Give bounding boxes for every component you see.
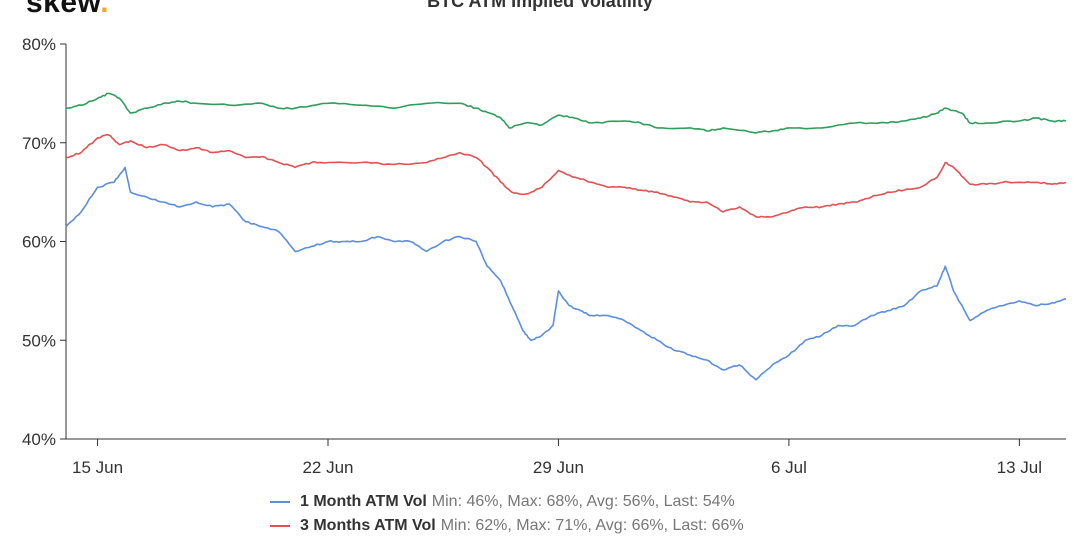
brand-logo: skew. [26, 0, 109, 20]
y-tick-label: 40% [22, 430, 56, 449]
brand-dot: . [100, 0, 110, 19]
series-line-third [65, 92, 1067, 134]
chart-axes: 40% 50% 60% 70% 80% 15 Jun 22 Jun 29 Jun 6 Jul 13… [22, 35, 1066, 477]
chart-title: BTC ATM Implied Volatility [427, 0, 653, 11]
series-line-1-month [65, 166, 1067, 381]
legend-stats-3-months: Min: 62%, Max: 71%, Avg: 66%, Last: 66% [440, 517, 744, 534]
x-tick-label: 6 Jul [771, 458, 807, 477]
legend-item-3-months[interactable]: 3 Months ATM Vol Min: 62%, Max: 71%, Avg… [270, 514, 744, 538]
y-tick-label: 70% [22, 134, 56, 153]
y-tick-label: 50% [22, 331, 56, 350]
legend-swatch-1-month [270, 501, 290, 503]
legend-name-1-month: 1 Month ATM Vol [300, 493, 427, 510]
x-tick-label: 29 Jun [533, 458, 584, 477]
y-tick-label: 80% [22, 35, 56, 54]
y-tick-label: 60% [22, 233, 56, 252]
legend-item-1-month[interactable]: 1 Month ATM Vol Min: 46%, Max: 68%, Avg:… [270, 490, 744, 514]
line-chart: 40% 50% 60% 70% 80% 15 Jun 22 Jun 29 Jun 6 Jul 13… [22, 35, 1067, 477]
brand-text: skew [26, 0, 101, 19]
legend-swatch-3-months [270, 525, 290, 527]
x-tick-label: 13 Jul [997, 458, 1042, 477]
chart-legend: 1 Month ATM Vol Min: 46%, Max: 68%, Avg:… [270, 490, 744, 538]
x-tick-label: 15 Jun [72, 458, 123, 477]
chart-series-layer [65, 92, 1067, 381]
series-line-3-months [65, 133, 1067, 219]
legend-name-3-months: 3 Months ATM Vol [300, 517, 436, 534]
legend-stats-1-month: Min: 46%, Max: 68%, Avg: 56%, Last: 54% [431, 493, 735, 510]
x-tick-label: 22 Jun [302, 458, 353, 477]
